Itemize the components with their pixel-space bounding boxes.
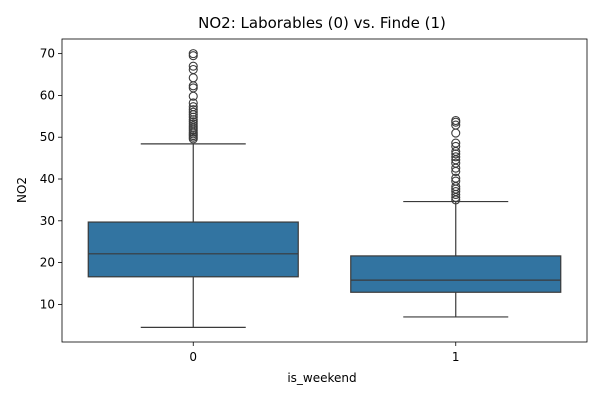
outlier-point: [188, 102, 198, 112]
chart-title: NO2: Laborables (0) vs. Finde (1): [198, 14, 446, 32]
y-tick-label: 50: [40, 130, 55, 144]
plot-frame: [61, 38, 588, 343]
box-iqr: [87, 221, 299, 278]
x-tick-label: 1: [452, 350, 460, 364]
outlier-point: [451, 158, 461, 168]
outlier-point: [451, 141, 461, 151]
y-tick-label: 60: [40, 88, 55, 102]
y-tick-label: 10: [40, 297, 55, 311]
outlier-point: [188, 61, 198, 71]
outlier-point: [188, 107, 198, 117]
y-tick-label: 40: [40, 172, 55, 186]
outlier-point: [451, 173, 461, 183]
y-tick-label: 30: [40, 214, 55, 228]
plot-area: 10 20 30 40 50 60 70 0 1: [40, 38, 588, 364]
box-iqr: [350, 255, 562, 293]
outlier-point: [451, 176, 461, 186]
x-tick-label: 0: [189, 350, 197, 364]
outlier-point: [451, 115, 461, 126]
outlier-point: [188, 49, 198, 59]
outlier-point: [451, 186, 461, 197]
outlier-point: [188, 98, 198, 108]
x-axis-label: is_weekend: [287, 371, 356, 385]
outlier-point: [451, 152, 461, 162]
outlier-point: [451, 128, 461, 138]
outlier-point: [451, 138, 461, 148]
outlier-point: [451, 120, 461, 130]
outlier-point: [188, 64, 198, 75]
y-tick-label: 20: [40, 256, 55, 270]
y-tick-label: 70: [40, 47, 55, 61]
y-axis-label: NO2: [15, 177, 29, 203]
outlier-point: [188, 73, 198, 83]
outlier-point: [188, 105, 198, 115]
